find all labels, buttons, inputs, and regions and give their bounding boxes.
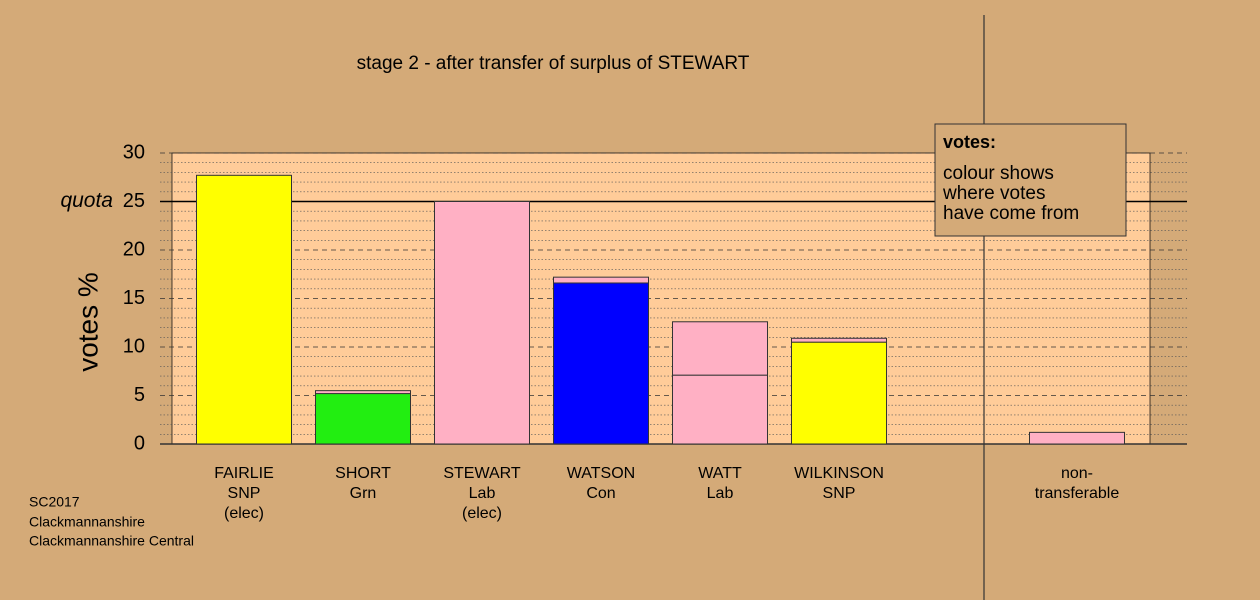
x-tick-label: (elec) [462,505,502,522]
y-tick-label: 0 [134,432,145,454]
x-tick-label: Lab [469,485,496,502]
bar-segment [434,201,530,445]
y-tick-label: 20 [123,238,145,260]
legend-box [934,123,1127,237]
x-tick-label: FAIRLIE [214,465,274,482]
x-tick-label: WILKINSON [794,465,884,482]
quota-label: quota [60,189,113,212]
y-tick-label: 25 [123,190,145,212]
legend-title: votes: [943,132,996,152]
bar-segment [791,341,887,445]
y-tick-label: 30 [123,141,145,163]
chart-title: stage 2 - after transfer of surplus of S… [357,53,750,74]
y-tick-label: 10 [123,335,145,357]
legend: votes: colour shows where votes have com… [934,123,1127,237]
x-tick-label: Grn [350,485,377,502]
bar-segment [791,337,887,343]
y-tick-label: 5 [134,384,145,406]
footer: SC2017 Clackmannanshire Clackmannanshire… [29,494,194,549]
y-tick-label: 15 [123,287,145,309]
y-axis-label: votes % [72,272,103,372]
bar-segment [315,390,411,395]
bar-segment [196,174,292,445]
x-tick-label: non- [1061,465,1093,482]
x-tick-label: Lab [707,485,734,502]
x-tick-label: STEWART [443,465,521,482]
x-tick-label: SNP [228,485,261,502]
x-tick-label: Con [586,485,615,502]
x-tick-label: transferable [1035,485,1120,502]
bar-segment [672,374,768,445]
x-tick-label: WATSON [567,465,635,482]
bar-segment [553,282,649,445]
legend-line: colour shows [943,163,1054,184]
x-tick-label: SHORT [335,465,391,482]
labels: 0 5 10 15 20 25 30 quota FAIRLIE SNP (elec) SHORT Gr… [60,141,1119,522]
footer-line: Clackmannanshire [29,514,145,530]
bar-segment [1029,431,1125,445]
footer-line: Clackmannanshire Central [29,533,194,549]
legend-line: where votes [942,183,1045,204]
bar-segment [672,321,768,376]
bar-segment [553,276,649,284]
bars [196,174,1125,445]
x-tick-label: (elec) [224,505,264,522]
x-tick-label: SNP [823,485,856,502]
footer-line: SC2017 [29,494,80,510]
bar-segment [315,393,411,445]
x-tick-label: WATT [698,465,742,482]
legend-line: have come from [943,203,1079,224]
